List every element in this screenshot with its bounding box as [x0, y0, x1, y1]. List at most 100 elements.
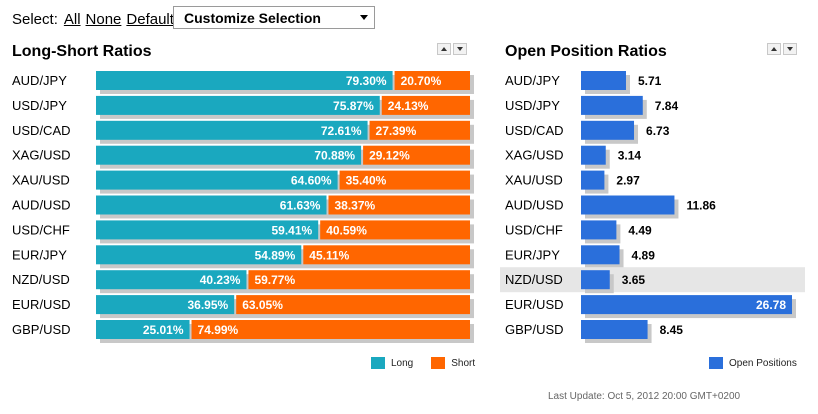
- category-label: XAU/USD: [12, 173, 70, 188]
- customize-selection-dropdown[interactable]: Customize Selection: [173, 6, 375, 29]
- select-none-link[interactable]: None: [85, 10, 122, 28]
- category-label: XAU/USD: [505, 173, 563, 188]
- select-default-link[interactable]: Default: [126, 10, 174, 28]
- open-position-legend: Open Positions: [709, 357, 797, 369]
- select-all-link[interactable]: All: [63, 10, 81, 28]
- long-value-label: 61.63%: [280, 199, 321, 213]
- short-value-label: 35.40%: [346, 174, 387, 188]
- select-bar: Select: All None Default: [12, 8, 179, 30]
- legend-long-swatch: [371, 357, 385, 369]
- select-label: Select:: [12, 10, 58, 28]
- open-position-bar: [581, 145, 606, 165]
- category-label: GBP/USD: [505, 322, 564, 337]
- category-label: XAG/USD: [12, 148, 71, 163]
- category-label: EUR/JPY: [12, 247, 67, 262]
- legend-open-label: Open Positions: [729, 357, 797, 369]
- open-value-label: 11.86: [686, 199, 716, 213]
- long-bar: [96, 320, 190, 339]
- category-label: USD/CHF: [505, 222, 563, 237]
- category-label: EUR/JPY: [505, 247, 560, 262]
- open-position-sort-buttons: [767, 43, 797, 55]
- long-bar: [96, 95, 380, 115]
- short-value-label: 45.11%: [309, 248, 349, 262]
- legend-short-swatch: [431, 357, 446, 369]
- long-bar: [96, 270, 247, 290]
- long-value-label: 59.41%: [271, 223, 312, 237]
- category-label: EUR/USD: [505, 297, 564, 312]
- short-value-label: 59.77%: [254, 273, 295, 287]
- category-label: AUD/USD: [12, 198, 71, 213]
- customize-selection-value: Customize Selection: [184, 9, 321, 26]
- sort-up-icon[interactable]: [767, 43, 781, 55]
- long-bar: [96, 145, 362, 165]
- open-value-label: 4.89: [632, 248, 656, 262]
- chevron-down-icon: [360, 15, 368, 20]
- category-label: USD/JPY: [505, 98, 560, 113]
- open-value-label: 8.45: [660, 323, 684, 337]
- short-bar: [339, 170, 470, 190]
- open-value-label: 7.84: [655, 99, 679, 113]
- category-label: AUD/JPY: [505, 73, 560, 88]
- long-short-title: Long-Short Ratios: [12, 43, 152, 60]
- long-bar: [96, 220, 319, 240]
- legend-long-label: Long: [391, 357, 414, 369]
- open-value-label: 26.78: [756, 298, 786, 312]
- sort-up-icon[interactable]: [437, 43, 451, 55]
- short-bar: [191, 320, 470, 339]
- short-value-label: 24.13%: [388, 99, 429, 113]
- long-value-label: 70.88%: [314, 149, 355, 163]
- long-value-label: 64.60%: [291, 174, 332, 188]
- long-value-label: 75.87%: [333, 99, 374, 113]
- long-value-label: 36.95%: [187, 298, 228, 312]
- open-position-bar: [581, 120, 635, 140]
- category-label: NZD/USD: [505, 272, 563, 287]
- long-short-legend: Long Short: [371, 357, 475, 369]
- open-value-label: 5.71: [638, 74, 662, 88]
- category-label: USD/CHF: [12, 222, 70, 237]
- short-bar: [394, 71, 470, 90]
- legend-short-label: Short: [451, 357, 476, 369]
- short-bar: [303, 245, 470, 265]
- open-position-bar: [581, 320, 648, 339]
- open-position-bar: [581, 170, 605, 190]
- long-bar: [96, 71, 393, 90]
- category-label: USD/CAD: [12, 123, 71, 138]
- long-bar: [96, 295, 235, 315]
- open-position-bar: [581, 195, 675, 215]
- category-label: USD/CAD: [505, 123, 564, 138]
- category-label: GBP/USD: [12, 322, 71, 337]
- category-label: AUD/JPY: [12, 73, 67, 88]
- open-position-bar: [581, 245, 620, 265]
- category-label: USD/JPY: [12, 98, 67, 113]
- short-value-label: 20.70%: [401, 74, 442, 88]
- short-value-label: 27.39%: [376, 124, 417, 138]
- open-position-bar: [581, 95, 643, 115]
- long-value-label: 40.23%: [200, 273, 241, 287]
- short-bar: [381, 95, 470, 115]
- short-value-label: 74.99%: [198, 323, 239, 337]
- short-bar: [328, 195, 470, 215]
- category-label: EUR/USD: [12, 297, 71, 312]
- long-bar: [96, 170, 338, 190]
- open-value-label: 3.14: [618, 149, 642, 163]
- short-value-label: 29.12%: [369, 149, 410, 163]
- category-label: XAG/USD: [505, 148, 564, 163]
- short-value-label: 38.37%: [334, 199, 375, 213]
- sort-down-icon[interactable]: [453, 43, 467, 55]
- category-label: AUD/USD: [505, 198, 564, 213]
- open-position-bar: [581, 270, 610, 290]
- legend-open-swatch: [709, 357, 723, 369]
- short-bar: [248, 270, 470, 290]
- long-value-label: 79.30%: [346, 74, 387, 88]
- short-bar: [363, 145, 470, 165]
- highlight-row: [500, 267, 805, 293]
- long-bar: [96, 120, 368, 140]
- open-position-bar: [581, 220, 617, 240]
- short-bar: [236, 295, 470, 315]
- long-bar: [96, 245, 302, 265]
- long-short-sort-buttons: [437, 43, 467, 55]
- long-bar: [96, 195, 327, 215]
- open-value-label: 6.73: [646, 124, 670, 138]
- sort-down-icon[interactable]: [783, 43, 797, 55]
